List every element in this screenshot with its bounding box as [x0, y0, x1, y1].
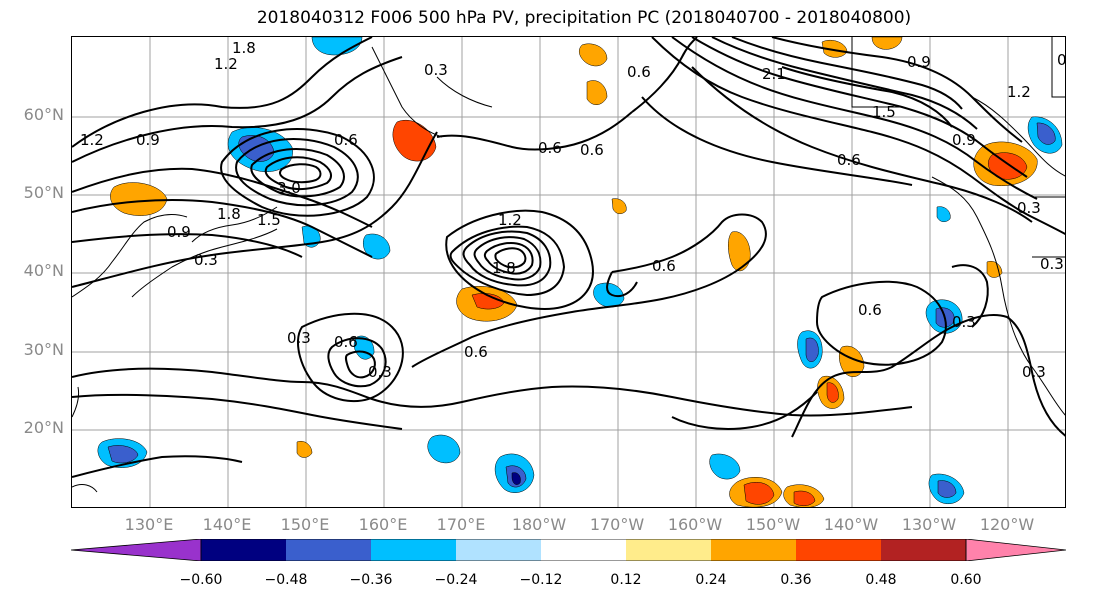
colorbar-tick-label: 0.12 — [610, 572, 642, 588]
contour-label: 0.3 — [1017, 199, 1041, 217]
lon-label-140e: 140°E — [202, 515, 252, 534]
lon-label-120w: 120°W — [979, 515, 1035, 534]
contour-label: 0.3 — [424, 61, 448, 79]
colorbar-segment — [201, 539, 286, 561]
contour-label: 0.3 — [368, 363, 392, 381]
lon-label-170w: 170°W — [589, 515, 645, 534]
contour-label: 1.5 — [257, 211, 281, 229]
contour-label: 0.6 — [538, 139, 562, 157]
lon-label-170e: 170°E — [436, 515, 486, 534]
coastlines — [72, 37, 1065, 493]
contour-label: 3.0 — [277, 179, 301, 197]
contour-label: 0.6 — [334, 131, 358, 149]
contour-label: 0.3 — [1022, 363, 1046, 381]
contour-label: 0.9 — [1057, 51, 1066, 69]
colorbar-segment — [796, 539, 881, 561]
colorbar-tick-label: −0.60 — [179, 572, 223, 588]
lon-label-140w: 140°W — [823, 515, 879, 534]
colorbar-tick-label: −0.24 — [434, 572, 478, 588]
graticule — [72, 37, 1065, 507]
contour-label: 1.8 — [232, 39, 256, 57]
lat-label-30n: 30°N — [23, 340, 64, 359]
lon-label-150e: 150°E — [280, 515, 330, 534]
contour-label: 0.6 — [858, 301, 882, 319]
contour-label: 0.6 — [652, 257, 676, 275]
colorbar-over-arrow — [965, 539, 1066, 561]
lon-label-130e: 130°E — [124, 515, 174, 534]
contour-label-group: 1.8 1.2 1.2 0.9 3.0 1.8 1.5 0.9 0.3 0.6 … — [80, 39, 1066, 381]
colorbar-segment — [371, 539, 456, 561]
colorbar-tick-label: 0.48 — [865, 572, 897, 588]
contour-label: 1.2 — [498, 211, 522, 229]
colorbar-tick-label: 0.60 — [950, 572, 982, 588]
contour-label: 1.5 — [872, 103, 896, 121]
colorbar-segment — [286, 539, 371, 561]
contour-label: 0.9 — [907, 53, 931, 71]
contour-label: 0.9 — [167, 223, 191, 241]
lat-label-60n: 60°N — [23, 105, 64, 124]
lon-label-130w: 130°W — [901, 515, 957, 534]
precip-shading — [97, 37, 1063, 507]
contour-label: 1.2 — [214, 55, 238, 73]
pv-contours — [72, 37, 1065, 478]
contour-label: 0.6 — [837, 151, 861, 169]
contour-label: 0.9 — [952, 131, 976, 149]
colorbar-tick-label: −0.12 — [519, 572, 563, 588]
map-title: 2018040312 F006 500 hPa PV, precipitatio… — [256, 8, 912, 28]
colorbar-segment — [541, 539, 626, 561]
colorbar-under-arrow — [71, 539, 202, 561]
colorbar-segment — [711, 539, 796, 561]
colorbar-segment — [456, 539, 541, 561]
colorbar-tick-label: 0.24 — [695, 572, 727, 588]
contour-label: 1.2 — [1007, 83, 1031, 101]
contour-label: 0.9 — [136, 131, 160, 149]
contour-label: 0.6 — [334, 333, 358, 351]
contour-label: 0.3 — [287, 329, 311, 347]
lon-label-160w: 160°W — [667, 515, 723, 534]
colorbar-tick-label: 0.36 — [780, 572, 812, 588]
contour-label: 0.6 — [627, 63, 651, 81]
contour-label: 0.3 — [952, 313, 976, 331]
lon-label-150w: 150°W — [745, 515, 801, 534]
contour-label: 1.8 — [492, 259, 516, 277]
contour-label: 0.3 — [1040, 255, 1064, 273]
colorbar — [71, 539, 1066, 561]
colorbar-tick-label: −0.48 — [264, 572, 308, 588]
contour-label: 0.6 — [464, 343, 488, 361]
contour-label: 0.3 — [194, 251, 218, 269]
contour-label: 1.8 — [217, 205, 241, 223]
map-canvas: 1.8 1.2 1.2 0.9 3.0 1.8 1.5 0.9 0.3 0.6 … — [72, 37, 1066, 507]
lat-label-20n: 20°N — [23, 418, 64, 437]
colorbar-tick-label: −0.36 — [349, 572, 393, 588]
map-panel: 1.8 1.2 1.2 0.9 3.0 1.8 1.5 0.9 0.3 0.6 … — [71, 36, 1066, 508]
lat-label-40n: 40°N — [23, 261, 64, 280]
lon-label-180w: 180°W — [511, 515, 567, 534]
contour-label: 2.1 — [762, 65, 786, 83]
contour-label: 1.2 — [80, 131, 104, 149]
colorbar-segment — [881, 539, 966, 561]
lat-label-50n: 50°N — [23, 183, 64, 202]
lon-label-160e: 160°E — [358, 515, 408, 534]
contour-label: 0.6 — [580, 141, 604, 159]
colorbar-segment — [626, 539, 711, 561]
